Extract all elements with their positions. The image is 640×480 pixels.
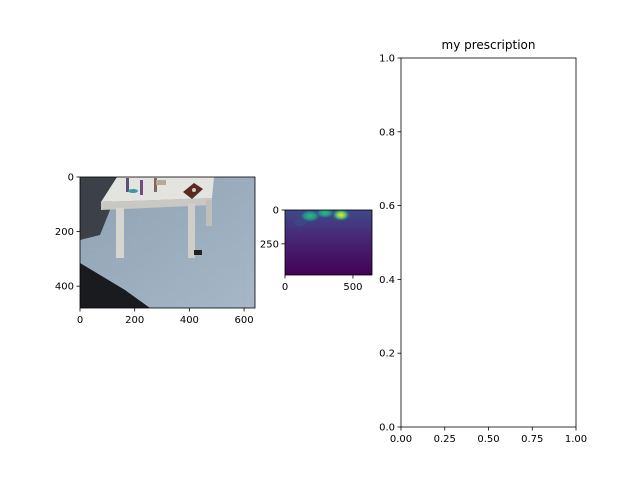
photo-frame xyxy=(79,176,256,309)
prescription-y-tick-label: 0.0 xyxy=(379,423,395,434)
prescription-frame xyxy=(400,57,577,428)
photo-y-tick-label: 200 xyxy=(55,227,74,238)
photo-y-tick-label: 0 xyxy=(68,173,74,184)
heatmap-y-tick-label: 250 xyxy=(260,239,279,250)
heatmap-axes: 0 500 0 250 xyxy=(260,206,373,293)
prescription-y-tick-label: 0.8 xyxy=(379,127,395,138)
photo-x-tick-label: 600 xyxy=(235,315,254,326)
photo-x-tick-label: 200 xyxy=(125,315,144,326)
heatmap-frame xyxy=(284,209,373,276)
photo-image xyxy=(80,177,255,308)
prescription-y-tick-label: 0.4 xyxy=(379,275,395,286)
heatmap-x-tick-label: 500 xyxy=(343,282,362,293)
prescription-y-tick-label: 0.6 xyxy=(379,201,395,212)
photo-y-tick-label: 400 xyxy=(55,282,74,293)
photo-x-tick-label: 0 xyxy=(77,315,83,326)
heatmap-image xyxy=(285,210,372,275)
prescription-y-tick-label: 0.2 xyxy=(379,349,395,360)
prescription-y-tick-label: 1.0 xyxy=(379,54,395,65)
prescription-x-tick-label: 0.00 xyxy=(390,434,412,445)
prescription-title: my prescription xyxy=(442,38,536,52)
prescription-x-tick-label: 1.00 xyxy=(565,434,587,445)
prescription-x-tick-label: 0.50 xyxy=(477,434,499,445)
photo-x-tick-label: 400 xyxy=(180,315,199,326)
heatmap-x-tick-label: 0 xyxy=(282,282,288,293)
heatmap-y-tick-label: 0 xyxy=(273,206,279,217)
prescription-x-tick-label: 0.75 xyxy=(521,434,543,445)
photo-axes: 0 200 400 600 0 200 400 xyxy=(55,173,256,326)
prescription-axes: my prescription 0.00 0.25 0.50 0.75 1.00 0.0 0… xyxy=(379,38,587,445)
prescription-x-tick-label: 0.25 xyxy=(434,434,456,445)
